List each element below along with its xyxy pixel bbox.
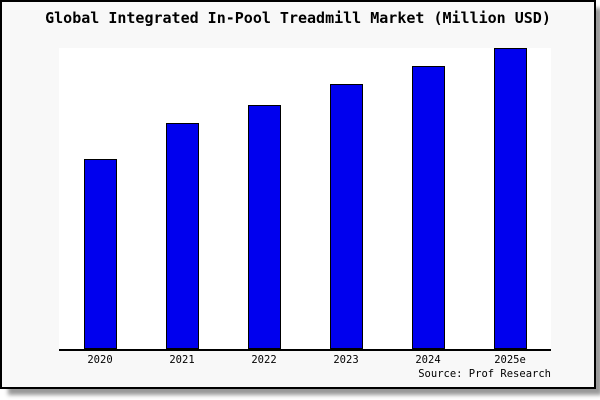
x-tick-label: 2023 xyxy=(333,354,359,366)
source-credit: Source: Prof Research xyxy=(418,368,551,380)
x-axis-labels: 2020 2021 2022 2023 2024 2025e xyxy=(59,354,551,368)
bar-2020 xyxy=(83,159,117,349)
x-tick-label: 2024 xyxy=(415,354,441,366)
x-tick-label: 2020 xyxy=(87,354,113,366)
chart-title: Global Integrated In-Pool Treadmill Mark… xyxy=(45,9,551,27)
bar-2024 xyxy=(411,66,445,349)
x-tick-label: 2021 xyxy=(169,354,195,366)
bar-2025e xyxy=(493,48,527,349)
bar-2022 xyxy=(247,105,281,349)
x-tick-label: 2025e xyxy=(494,354,526,366)
bar-2021 xyxy=(165,123,199,349)
x-tick-label: 2022 xyxy=(251,354,277,366)
bar-2023 xyxy=(329,84,363,349)
plot-area xyxy=(59,48,551,351)
chart-canvas: Global Integrated In-Pool Treadmill Mark… xyxy=(0,0,596,389)
